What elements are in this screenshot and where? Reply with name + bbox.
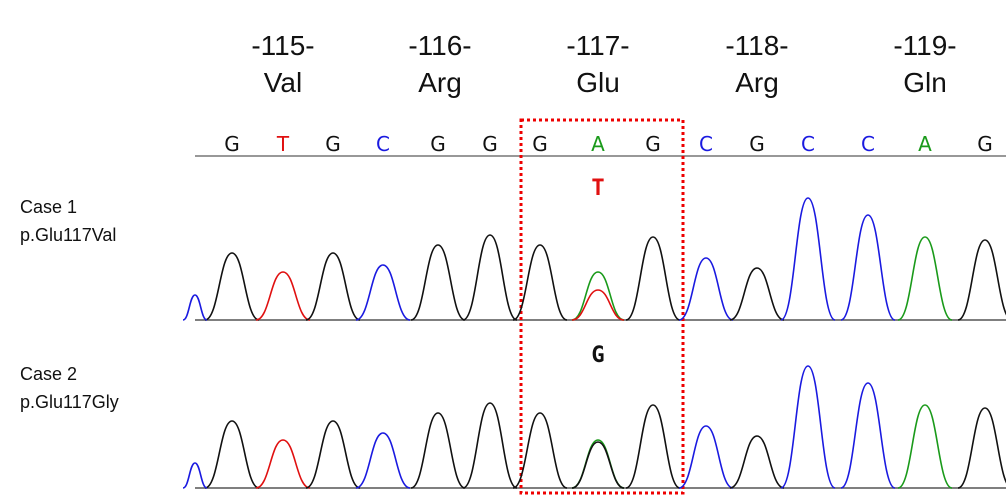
base: A — [918, 132, 932, 156]
base: G — [532, 132, 548, 156]
base-call: T — [591, 176, 604, 201]
base: G — [224, 132, 240, 156]
base: C — [861, 132, 875, 156]
codon-number: -116- — [408, 30, 471, 61]
case-label: Case 1 — [20, 197, 77, 217]
case-label: Case 2 — [20, 364, 77, 384]
case-variant: p.Glu117Gly — [20, 392, 119, 412]
base: G — [482, 132, 498, 156]
base: C — [699, 132, 713, 156]
base: G — [645, 132, 661, 156]
base: G — [977, 132, 993, 156]
case-variant: p.Glu117Val — [20, 225, 116, 245]
background — [0, 0, 1006, 495]
base-call: G — [591, 343, 604, 368]
codon-number: -117- — [566, 30, 629, 61]
base: C — [376, 132, 390, 156]
chromatogram-figure: -115- Val -116- Arg -117- Glu -118- Arg -119- Gln… — [0, 0, 1006, 495]
amino-acid: Glu — [576, 67, 620, 98]
amino-acid: Arg — [735, 67, 779, 98]
base: C — [801, 132, 815, 156]
codon-number: -118- — [725, 30, 788, 61]
amino-acid: Val — [264, 67, 302, 98]
base: A — [591, 132, 605, 156]
base: G — [749, 132, 765, 156]
codon-number: -119- — [893, 30, 956, 61]
amino-acid: Arg — [418, 67, 462, 98]
base: G — [325, 132, 341, 156]
codon-number: -115- — [251, 30, 314, 61]
base: T — [276, 132, 290, 156]
amino-acid: Gln — [903, 67, 947, 98]
base: G — [430, 132, 446, 156]
